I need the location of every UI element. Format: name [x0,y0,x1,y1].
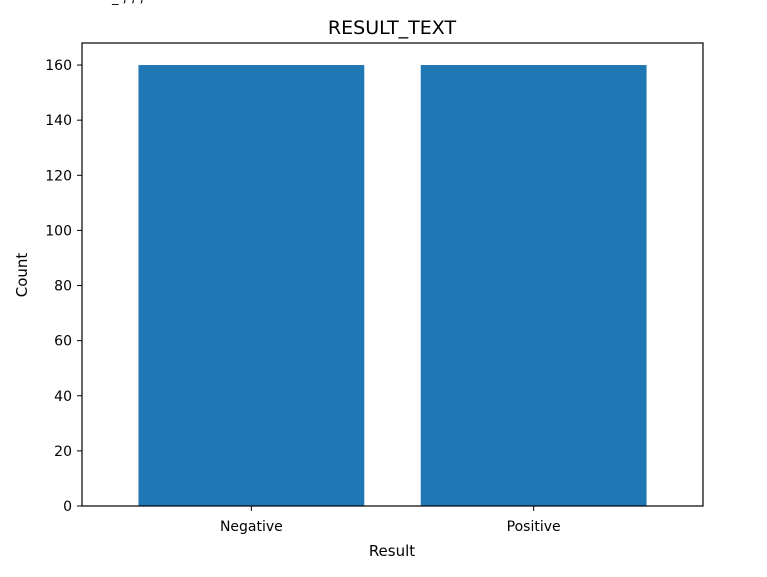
plot-frame [81,42,704,507]
y-tick-label: 20 [54,444,72,460]
y-tick-label: 0 [63,499,72,515]
x-axis-label: Result [369,542,415,560]
x-axis-ticks: Negative Positive [220,506,561,535]
bars-layer [138,65,647,507]
y-tick-label: 80 [54,279,72,295]
y-tick-label: 120 [45,168,72,184]
x-tick-label-negative: Negative [220,519,283,535]
y-tick-label: 40 [54,389,72,405]
bar-positive [420,65,647,507]
bar-negative [138,65,365,507]
clipped-top-text: _ ; ; , [111,0,144,6]
y-tick-label: 160 [45,58,72,74]
y-tick-label: 100 [45,223,72,239]
chart-title: RESULT_TEXT [328,17,457,39]
y-axis-label: Count [13,253,31,298]
y-axis-ticks: 0 20 40 60 80 100 120 140 160 [45,58,82,515]
x-tick-label-positive: Positive [507,519,561,535]
y-tick-label: 140 [45,113,72,129]
y-tick-label: 60 [54,334,72,350]
